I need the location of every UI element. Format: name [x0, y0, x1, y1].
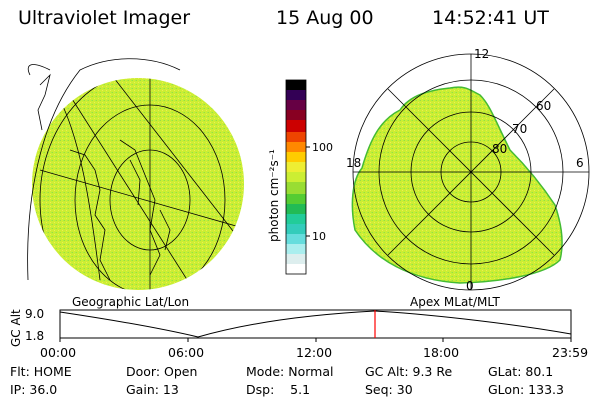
timeline-ytick-9: 9.0: [25, 307, 44, 321]
info-mode: Mode: Normal: [246, 364, 334, 379]
image-time: 14:52:41 UT: [432, 7, 549, 29]
info-ip: IP: 36.0: [10, 382, 58, 397]
info-glon: GLon: 133.3: [488, 382, 564, 397]
geographic-image: [27, 58, 244, 290]
info-flight: Flt: HOME: [10, 364, 72, 379]
timeline-xtick: 23:59: [552, 345, 589, 360]
info-dsp: Dsp: 5.1: [246, 382, 311, 397]
info-door: Door: Open: [126, 364, 198, 379]
apex-label: Apex MLat/MLT: [410, 295, 500, 309]
altitude-timeline: GC Alt 9.0 1.8: [9, 307, 572, 347]
colorbar-tick-100: 100: [312, 141, 333, 154]
polar-plot: 12 18 6 0 60 70 80: [346, 47, 590, 293]
colorbar: 100 10 photon cm⁻²s⁻¹: [267, 79, 333, 275]
info-seq: Seq: 30: [365, 382, 413, 397]
info-gc-alt: GC Alt: 9.3 Re: [365, 364, 453, 379]
coastline: [37, 73, 171, 281]
mlat-label-70: 70: [512, 122, 527, 136]
image-date: 15 Aug 00: [276, 7, 374, 29]
timeline-ytick-1-8: 1.8: [25, 329, 44, 343]
timeline-axis-label: GC Alt: [9, 309, 23, 347]
timeline-xtick: 06:00: [168, 345, 205, 360]
timeline-xtick: 18:00: [423, 345, 460, 360]
colorbar-tick-10: 10: [312, 230, 326, 243]
mlat-label-80: 80: [492, 142, 507, 156]
info-gain: Gain: 13: [126, 382, 179, 397]
mlt-label-12: 12: [474, 47, 489, 61]
timeline-xtick: 00:00: [40, 345, 77, 360]
mlat-label-60: 60: [536, 99, 551, 113]
mlt-label-6: 6: [576, 156, 584, 170]
mlt-label-18: 18: [346, 156, 361, 170]
colorbar-label: photon cm⁻²s⁻¹: [267, 149, 281, 242]
timeline-xtick: 12:00: [296, 345, 333, 360]
geographic-label: Geographic Lat/Lon: [72, 295, 190, 309]
page-title: Ultraviolet Imager: [18, 7, 191, 29]
info-glat: GLat: 80.1: [488, 364, 554, 379]
mlt-label-0: 0: [466, 279, 474, 293]
